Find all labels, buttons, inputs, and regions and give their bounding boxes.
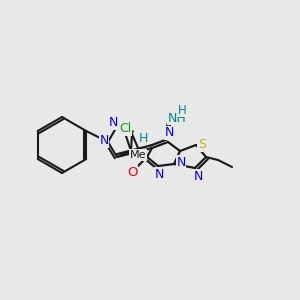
Text: H: H	[138, 131, 148, 145]
Text: S: S	[198, 139, 206, 152]
Text: N: N	[154, 167, 164, 181]
Text: N: N	[99, 134, 109, 148]
Text: N: N	[193, 169, 203, 182]
Text: NH: NH	[168, 112, 186, 124]
Text: O: O	[127, 166, 137, 178]
Text: N: N	[108, 116, 118, 130]
Text: N: N	[164, 127, 174, 140]
Text: H: H	[178, 103, 186, 116]
Text: Cl: Cl	[119, 122, 131, 136]
Text: Me: Me	[130, 150, 146, 160]
Text: N: N	[176, 155, 186, 169]
